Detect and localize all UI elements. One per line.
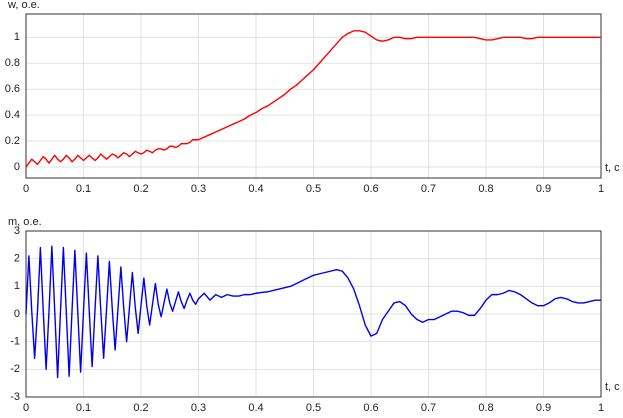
y-tick-label: 0 bbox=[14, 161, 20, 173]
line-series bbox=[25, 30, 601, 168]
x-tick-label: 0.7 bbox=[421, 183, 436, 195]
x-tick-label: 0.5 bbox=[306, 402, 321, 414]
y-tick-label: -3 bbox=[10, 391, 20, 403]
x-tick-label: 0.8 bbox=[478, 402, 493, 414]
y-tick-label: 0.2 bbox=[5, 135, 20, 147]
x-tick-label: 0.7 bbox=[421, 402, 436, 414]
x-tick-label: 0.4 bbox=[248, 183, 263, 195]
x-tick-label: 0.6 bbox=[363, 402, 378, 414]
y-tick-label: 1 bbox=[14, 31, 20, 43]
x-tick-label: 0.3 bbox=[191, 183, 206, 195]
line-series bbox=[25, 245, 601, 379]
x-axis-label: t, c bbox=[605, 381, 620, 393]
y-tick-label: 0.8 bbox=[5, 57, 20, 69]
x-tick-label: 0 bbox=[23, 183, 29, 195]
x-tick-label: 0.1 bbox=[76, 183, 91, 195]
y-tick-label: 2 bbox=[14, 253, 20, 265]
y-axis-label: w, o.e. bbox=[7, 0, 40, 11]
y-tick-label: -2 bbox=[10, 363, 20, 375]
y-tick-label: 0 bbox=[14, 308, 20, 320]
x-tick-label: 0.6 bbox=[363, 183, 378, 195]
x-tick-label: 0.2 bbox=[133, 402, 148, 414]
x-tick-label: 1 bbox=[598, 183, 604, 195]
x-tick-label: 1 bbox=[598, 402, 604, 414]
x-axis-label: t, c bbox=[605, 162, 620, 174]
axes-frame bbox=[25, 13, 602, 179]
y-tick-label: 0.4 bbox=[5, 109, 20, 121]
y-tick-label: -1 bbox=[10, 336, 20, 348]
x-tick-label: 0.4 bbox=[248, 402, 263, 414]
x-tick-label: 0.8 bbox=[478, 183, 493, 195]
x-tick-label: 0.9 bbox=[536, 402, 551, 414]
x-tick-label: 0.2 bbox=[133, 183, 148, 195]
y-axis-label: m, o.e. bbox=[8, 216, 42, 228]
x-tick-label: 0 bbox=[23, 402, 29, 414]
x-tick-label: 0.5 bbox=[306, 183, 321, 195]
y-tick-label: 0.6 bbox=[5, 83, 20, 95]
y-tick-label: 1 bbox=[14, 280, 20, 292]
x-tick-label: 0.9 bbox=[536, 183, 551, 195]
x-tick-label: 0.3 bbox=[191, 402, 206, 414]
x-tick-label: 0.1 bbox=[76, 402, 91, 414]
y-tick-label: 3 bbox=[14, 225, 20, 237]
